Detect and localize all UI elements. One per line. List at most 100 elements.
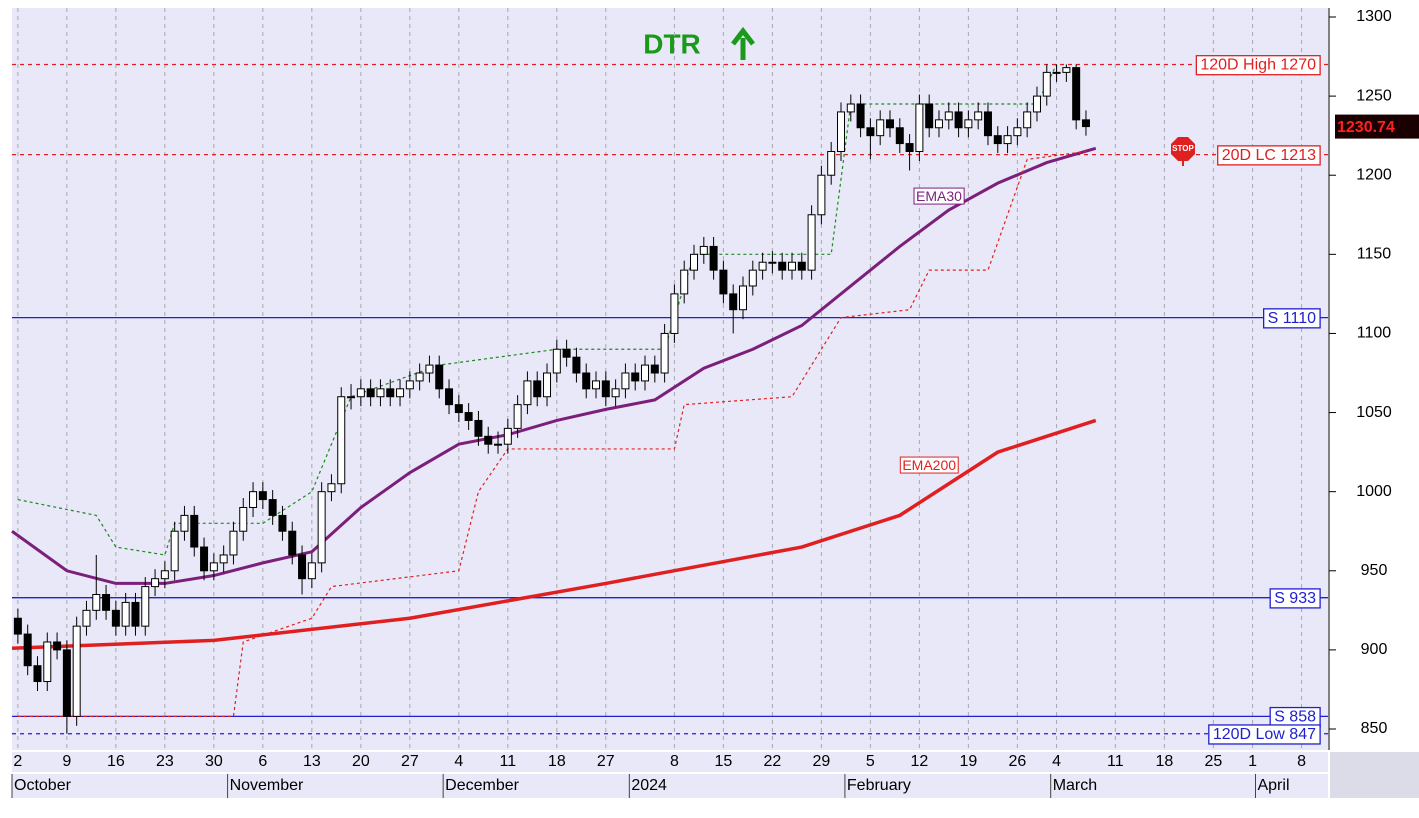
candle-body: [278, 514, 287, 532]
candle-body: [337, 396, 346, 485]
candle-body: [650, 364, 659, 374]
y-tick-label: 850: [1361, 720, 1388, 737]
x-tick-label: 6: [258, 753, 267, 770]
candle-body: [396, 388, 405, 398]
candle-body: [405, 380, 414, 390]
candle-body: [298, 554, 307, 580]
candle-body: [543, 372, 552, 398]
candle-body: [954, 111, 963, 129]
candle-body: [876, 119, 885, 137]
corner: [1330, 752, 1419, 798]
x-tick-label: 30: [205, 753, 223, 770]
line-label-box: [899, 456, 959, 474]
candle-body: [925, 103, 934, 129]
candle-body: [53, 641, 62, 651]
candle-body: [983, 111, 992, 137]
candle-body: [552, 348, 561, 374]
y-tick-label: 1250: [1356, 87, 1392, 104]
level-label: 20D LC 1213: [1222, 147, 1316, 164]
x-tick-label: 4: [1052, 753, 1061, 770]
candle-body: [327, 483, 336, 493]
candle-body: [1023, 111, 1032, 129]
x-tick-label: 19: [959, 753, 977, 770]
candle-body: [190, 514, 199, 548]
candle-body: [386, 388, 395, 398]
candle-body: [141, 586, 150, 627]
candle-body: [768, 261, 777, 264]
candle-body: [474, 419, 483, 437]
candle-body: [111, 609, 120, 627]
candle-body: [993, 135, 1002, 145]
candle-body: [229, 530, 238, 556]
candle-body: [239, 506, 248, 532]
day-axis: [12, 752, 1328, 772]
candle-body: [817, 174, 826, 216]
level-label: S 858: [1274, 709, 1316, 726]
month-label: February: [847, 777, 911, 794]
candle-body: [934, 119, 943, 129]
candle-body: [964, 119, 973, 129]
candle-body: [494, 443, 503, 446]
level-box: [1263, 308, 1321, 329]
candle-body: [601, 380, 610, 398]
x-tick-label: 18: [548, 753, 566, 770]
month-label: November: [230, 777, 304, 794]
x-tick-label: 1: [1248, 753, 1257, 770]
last-price-box: [1335, 114, 1419, 139]
x-tick-label: 27: [597, 753, 615, 770]
x-tick-label: 5: [866, 753, 875, 770]
x-tick-label: 11: [500, 753, 517, 770]
candle-body: [690, 253, 699, 271]
x-tick-label: 15: [715, 753, 733, 770]
candle-body: [670, 293, 679, 334]
level-box: [1208, 724, 1321, 745]
candle-body: [1013, 127, 1022, 137]
candle-body: [376, 388, 385, 398]
candle-body: [797, 261, 806, 271]
candle-body: [209, 562, 218, 572]
candle-body: [464, 412, 473, 421]
y-tick-label: 1000: [1356, 483, 1392, 500]
candle-body: [846, 103, 855, 113]
candle-body: [513, 404, 522, 429]
candle-body: [258, 491, 267, 501]
month-label: April: [1257, 777, 1289, 794]
candle-body: [866, 127, 875, 137]
candle-body: [435, 364, 444, 390]
candle-body: [445, 388, 454, 406]
candle-body: [739, 285, 748, 311]
x-tick-label: 18: [1155, 753, 1173, 770]
candle-body: [719, 269, 728, 295]
candle-body: [1003, 135, 1012, 145]
month-axis: [12, 774, 1328, 798]
candle-body: [72, 625, 81, 717]
candle-body: [131, 601, 140, 627]
line-label: EMA30: [916, 188, 962, 204]
candle-body: [415, 372, 424, 382]
last-price-label: 1230.74: [1337, 119, 1395, 136]
x-tick-label: 2: [13, 753, 22, 770]
candle-body: [33, 665, 42, 683]
indicator-line: [11, 146, 1097, 585]
candle-body: [102, 594, 111, 611]
x-tick-label: 16: [107, 753, 125, 770]
candle-body: [895, 127, 904, 145]
x-tick-label: 11: [1107, 753, 1124, 770]
candle-body: [200, 546, 209, 572]
candle-body: [1032, 95, 1041, 113]
y-tick-label: 1100: [1357, 325, 1392, 342]
candle-body: [807, 214, 816, 271]
level-label: 120D Low 847: [1213, 726, 1316, 743]
level-box: [1269, 588, 1321, 609]
line-label-box: [913, 187, 965, 205]
month-label: March: [1053, 777, 1097, 794]
x-tick-label: 4: [454, 753, 463, 770]
candle-body: [268, 499, 277, 516]
candle-body: [356, 388, 365, 398]
candle-body: [572, 356, 581, 374]
candle-body: [160, 570, 169, 580]
chart-title: DTR: [643, 28, 701, 59]
candle-body: [611, 388, 620, 398]
y-tick-label: 1200: [1356, 166, 1392, 183]
